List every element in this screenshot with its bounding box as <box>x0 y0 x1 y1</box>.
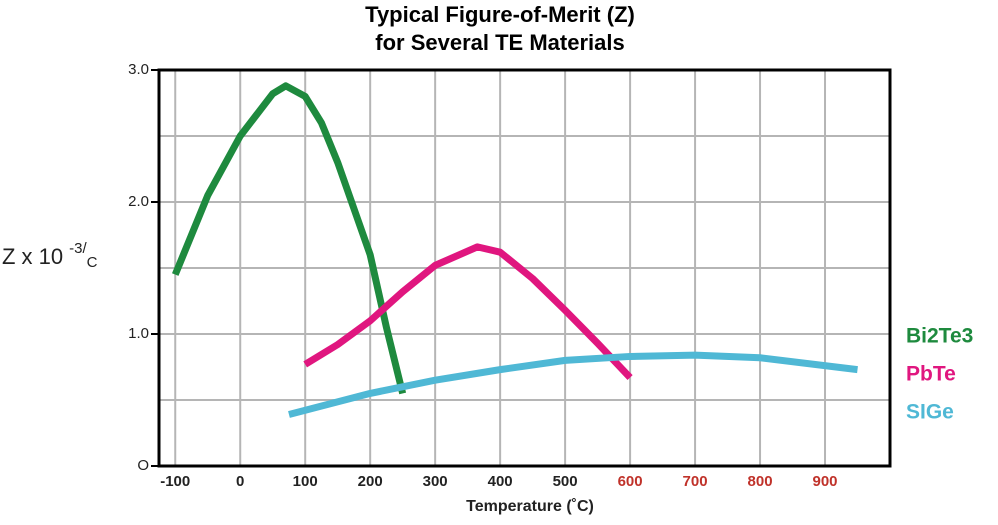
series-line <box>288 351 858 418</box>
chart-title: Typical Figure-of-Merit (Z) <box>365 2 635 27</box>
series-line <box>303 243 633 380</box>
plot-border <box>157 68 892 468</box>
series-line <box>172 82 407 395</box>
y-label-exponent: -3/ <box>69 240 87 257</box>
x-tick-label: 200 <box>358 473 383 490</box>
legend-label: PbTe <box>906 363 956 386</box>
y-axis-label: Z x 10 -3/C <box>2 240 98 271</box>
x-axis-label: Temperature (˚C) <box>466 498 594 515</box>
x-tick-label: 100 <box>293 473 318 490</box>
x-tick-label: 500 <box>553 473 578 490</box>
x-tick-label: 300 <box>423 473 448 490</box>
y-label-base: Z x 10 <box>2 244 63 269</box>
x-tick-label: 600 <box>618 473 643 490</box>
x-tick-label: 800 <box>748 473 773 490</box>
y-tick-label: 1.0 <box>128 325 149 342</box>
y-tick-label: O <box>137 457 149 474</box>
y-tick-label: 2.0 <box>128 193 149 210</box>
y-label-unit: C <box>87 254 98 271</box>
x-tick-label: 700 <box>683 473 708 490</box>
x-tick-label: -100 <box>160 473 190 490</box>
legend-label: Bi2Te3 <box>906 325 973 348</box>
chart-title: for Several TE Materials <box>375 30 624 55</box>
x-tick-label: 0 <box>236 473 244 490</box>
legend-label: SIGe <box>906 401 954 424</box>
y-tick-label: 3.0 <box>128 61 149 78</box>
x-tick-label: 400 <box>488 473 513 490</box>
x-tick-label: 900 <box>813 473 838 490</box>
